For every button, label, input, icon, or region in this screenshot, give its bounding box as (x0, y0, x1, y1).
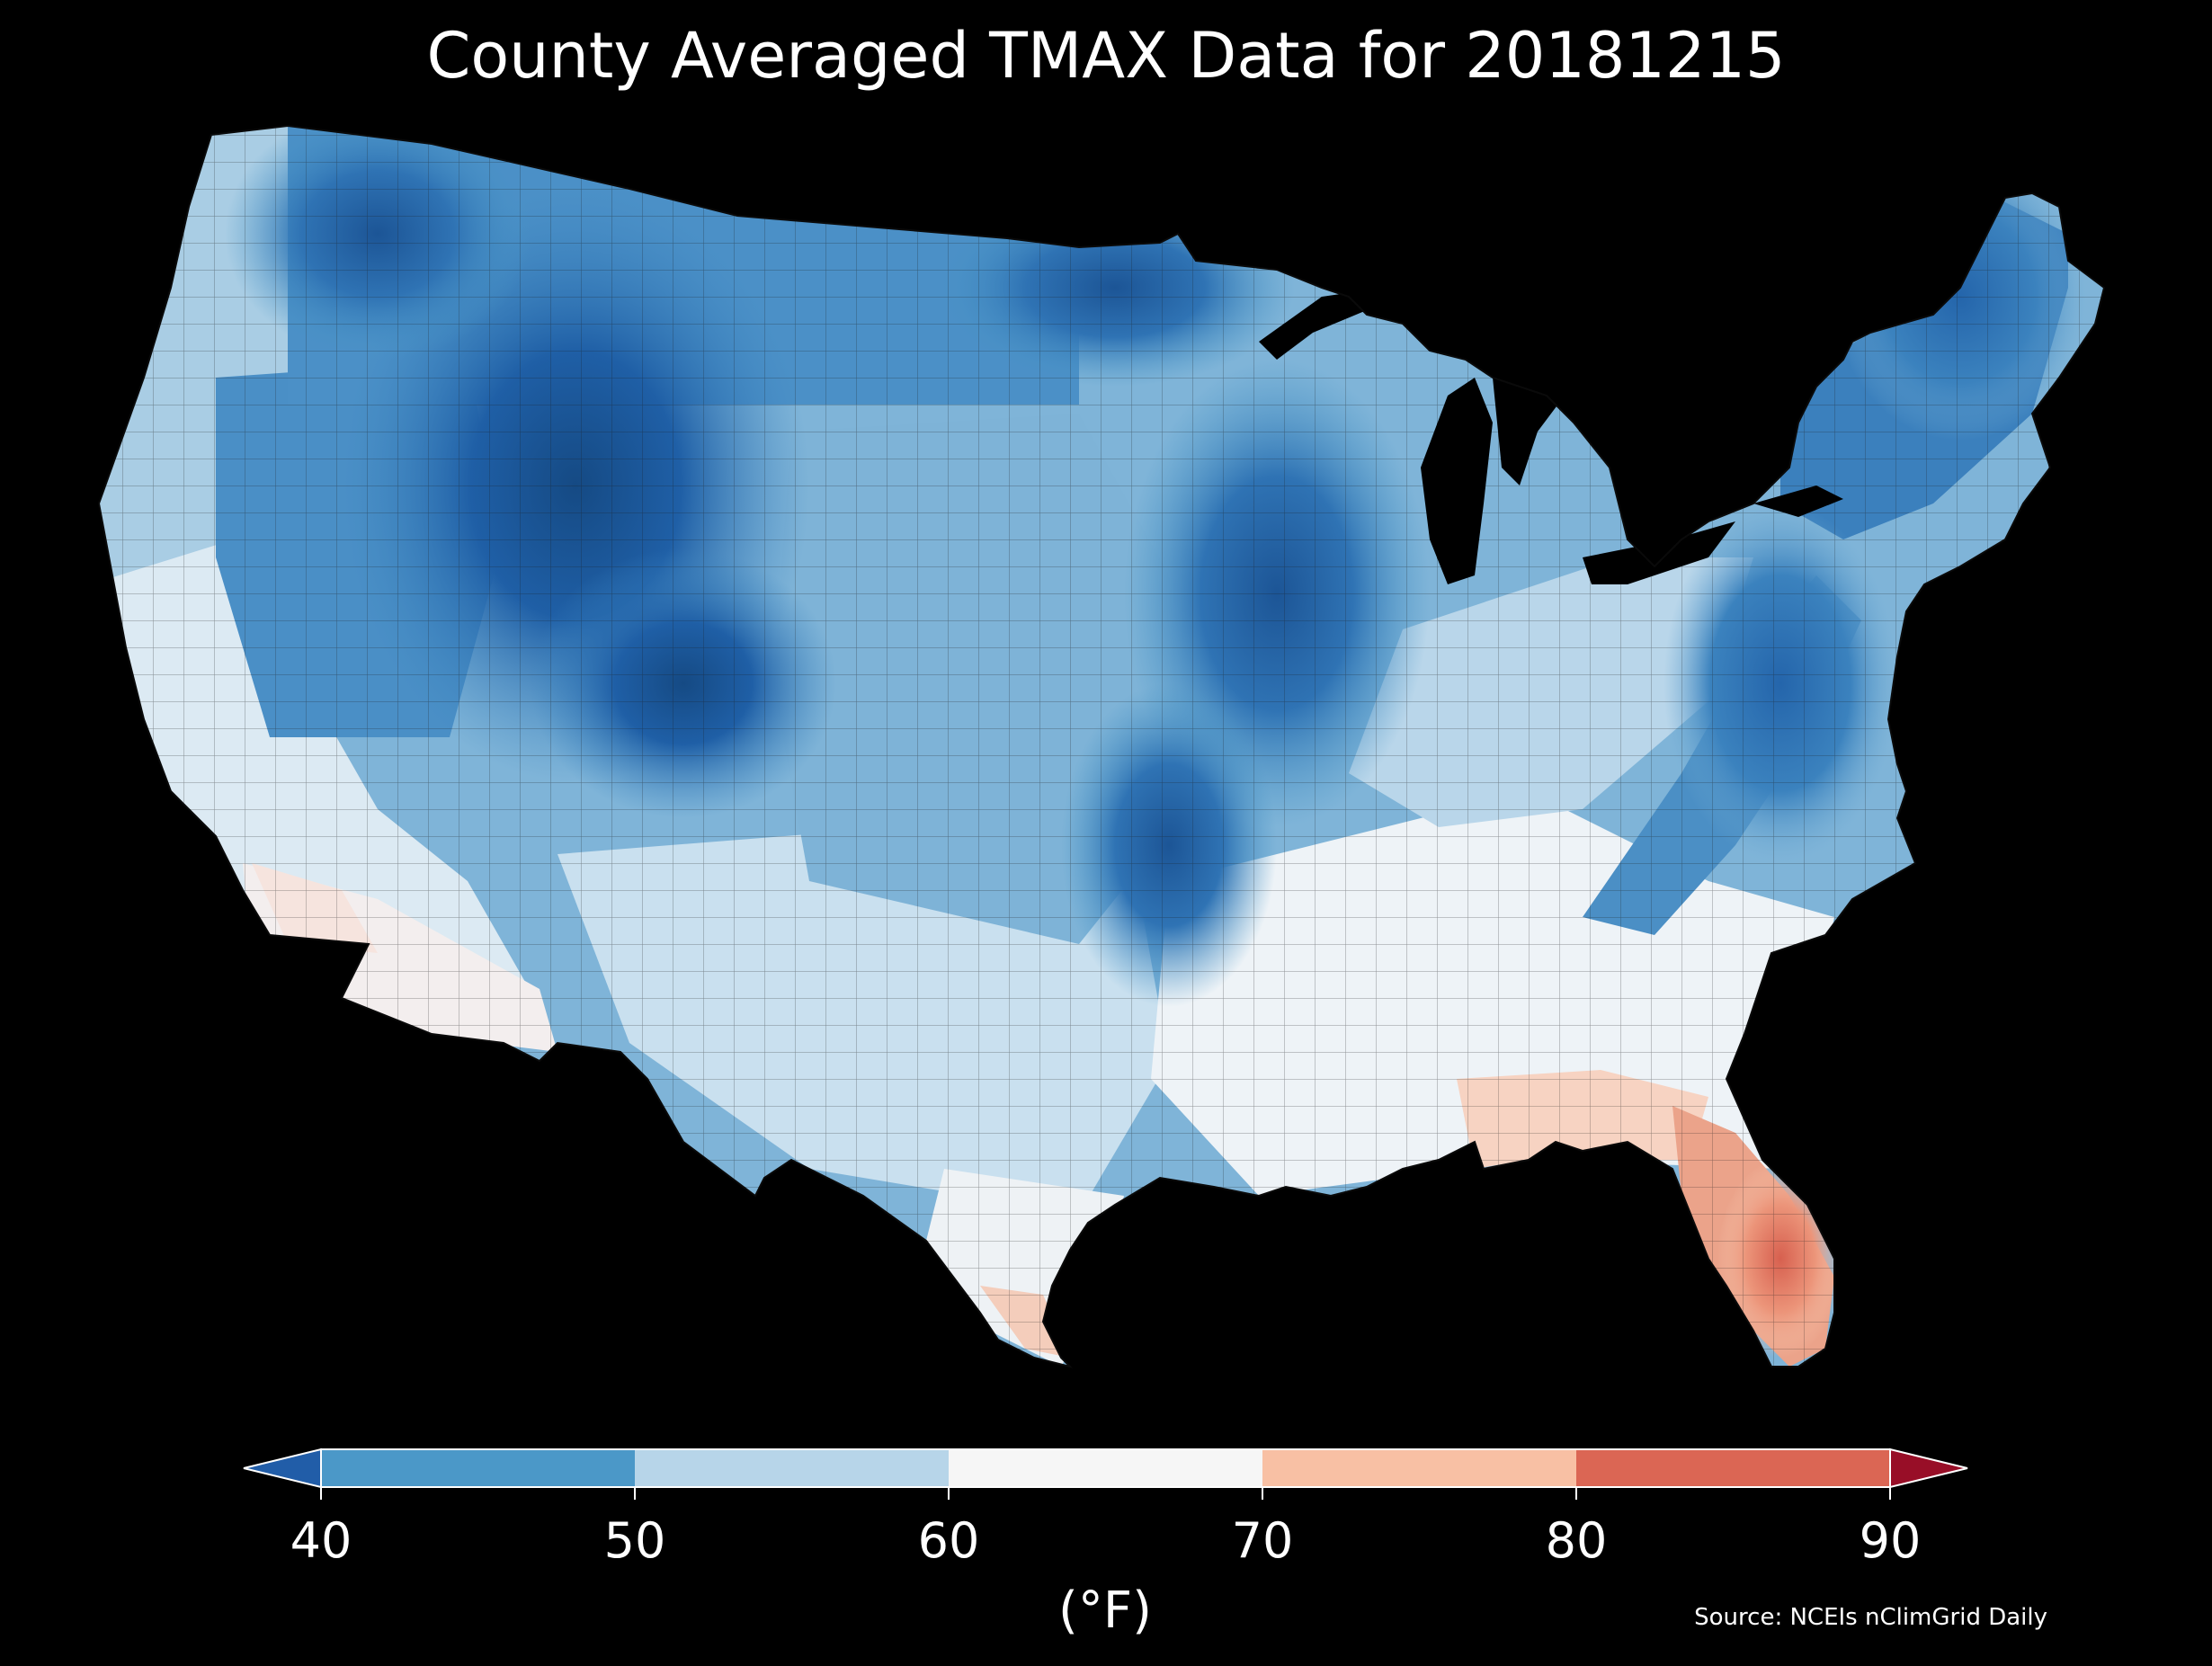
colorbar-tick-label: 40 (290, 1512, 352, 1569)
colorbar-tick-label: 60 (918, 1512, 980, 1569)
colorbar: 40 50 60 70 80 90 (°F) (243, 1448, 1968, 1640)
colorbar-under-arrow (243, 1448, 322, 1489)
colorbar-bin-70-80 (1262, 1449, 1576, 1487)
colorbar-tick-label: 90 (1860, 1512, 1922, 1569)
source-credit: Source: NCEIs nClimGrid Daily (1694, 1604, 2047, 1631)
colorbar-bin-60-70 (949, 1449, 1262, 1487)
great-lakes (1259, 288, 1843, 584)
colorbar-frame (320, 1448, 1891, 1488)
colorbar-over-arrow (1889, 1448, 1968, 1489)
colorbar-ticks (320, 1487, 1891, 1500)
colorbar-tick-label: 70 (1232, 1512, 1294, 1569)
colorbar-unit-label: (°F) (1058, 1581, 1152, 1640)
colorbar-bin-80-90 (1576, 1449, 1890, 1487)
colorbar-bin-40-50 (321, 1449, 635, 1487)
colorbar-tick-label: 50 (604, 1512, 666, 1569)
map-title: County Averaged TMAX Data for 20181215 (426, 19, 1786, 93)
colorbar-tick-label: 80 (1546, 1512, 1608, 1569)
colorbar-bin-50-60 (635, 1449, 949, 1487)
